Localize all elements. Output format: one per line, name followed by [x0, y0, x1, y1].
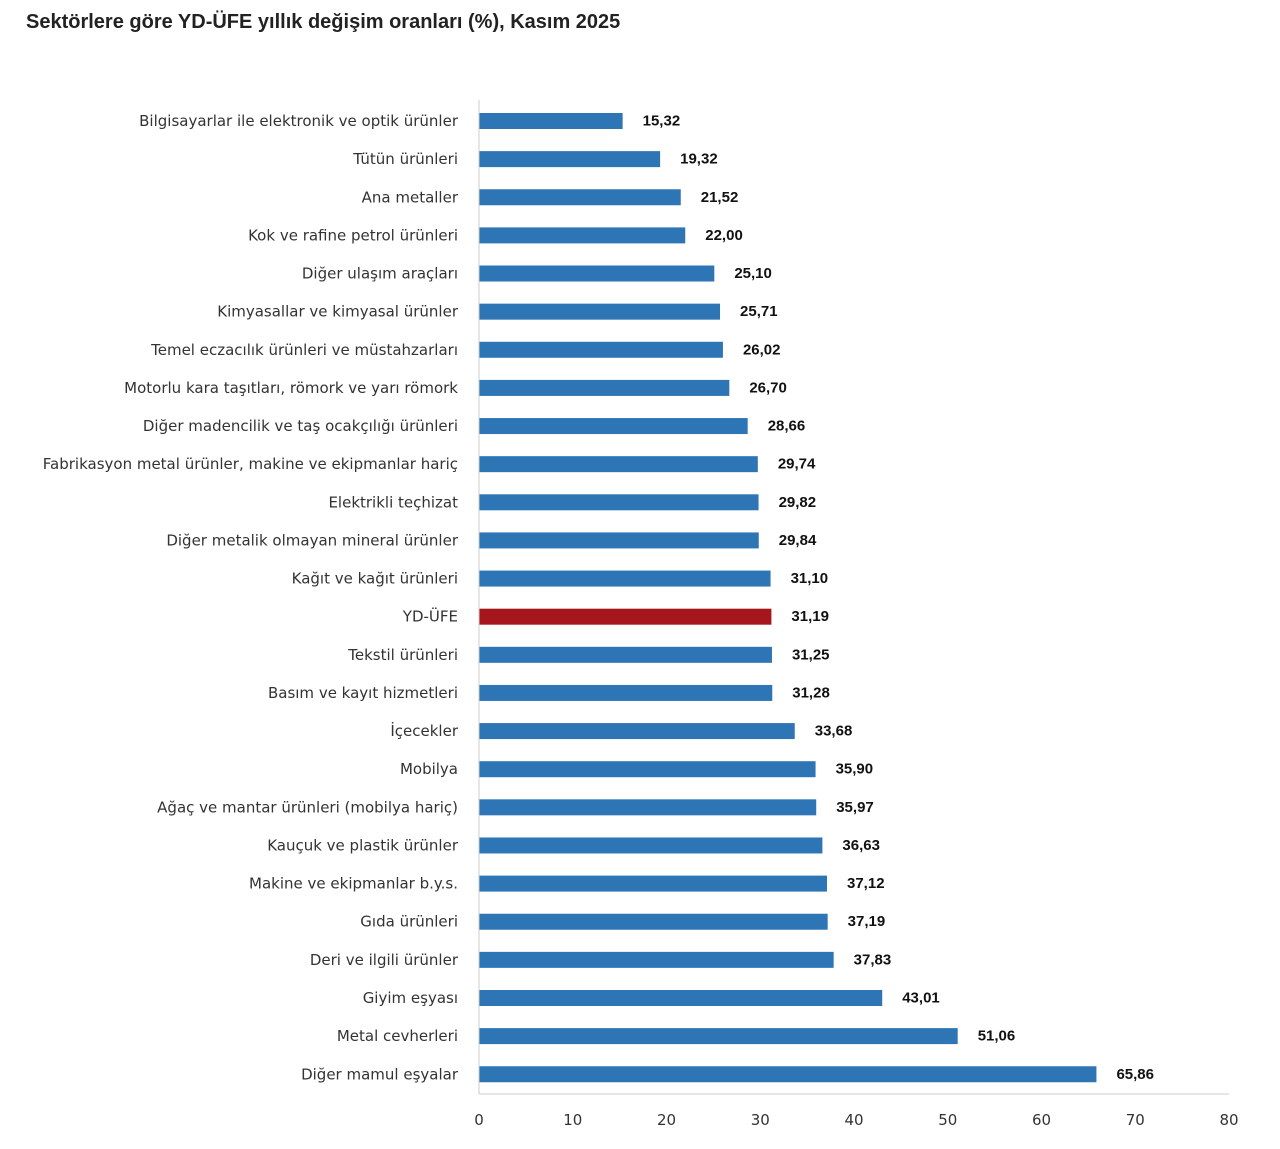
bar	[479, 761, 816, 778]
category-label: Makine ve ekipmanlar b.y.s.	[249, 875, 458, 893]
data-label: 33,68	[815, 723, 853, 740]
data-label: 26,02	[743, 341, 781, 358]
bar	[479, 227, 686, 244]
bar	[479, 113, 623, 129]
x-tick-label: 80	[1219, 1111, 1238, 1129]
bar	[479, 989, 883, 1006]
data-label: 29,84	[779, 532, 817, 549]
category-label: Kimyasallar ve kimyasal ürünler	[217, 303, 459, 321]
bar	[479, 418, 748, 435]
bar	[479, 875, 827, 892]
bar	[479, 341, 723, 358]
data-label: 21,52	[701, 189, 739, 206]
category-label: Deri ve ilgili ürünler	[310, 951, 459, 969]
data-label: 29,74	[778, 456, 816, 473]
bar	[479, 799, 817, 816]
data-label: 25,10	[734, 265, 772, 282]
category-label: Temel eczacılık ürünleri ve müstahzarlar…	[150, 341, 458, 359]
x-tick-label: 40	[844, 1111, 863, 1129]
bar	[479, 684, 773, 701]
category-label: Kok ve rafine petrol ürünleri	[248, 226, 458, 244]
bar	[479, 951, 834, 968]
bar	[479, 570, 771, 587]
bar	[479, 379, 730, 396]
category-label: Elektrikli teçhizat	[328, 493, 458, 511]
x-tick-label: 20	[657, 1111, 676, 1129]
chart-title: Sektörlere göre YD-ÜFE yıllık değişim or…	[26, 11, 621, 33]
category-label: Kağıt ve kağıt ürünleri	[292, 570, 458, 588]
bar	[479, 494, 759, 511]
highlight-bar	[479, 608, 772, 625]
data-label: 35,90	[836, 761, 874, 778]
bar	[479, 456, 758, 473]
data-label: 36,63	[842, 837, 880, 854]
data-label: 31,19	[791, 608, 829, 625]
data-label: 15,32	[643, 113, 681, 130]
bar	[479, 1028, 958, 1045]
bar	[479, 646, 772, 663]
data-label: 35,97	[836, 799, 874, 816]
category-label: Tekstil ürünleri	[347, 646, 458, 664]
bar	[479, 723, 795, 740]
category-label: Gıda ürünleri	[360, 913, 458, 931]
data-label: 29,82	[779, 494, 817, 511]
bars-group: Bilgisayarlar ile elektronik ve optik ür…	[43, 112, 1154, 1083]
data-label: 28,66	[768, 418, 806, 435]
bar	[479, 837, 823, 854]
category-label: Kauçuk ve plastik ürünler	[267, 836, 459, 854]
bar	[479, 265, 715, 282]
x-tick-label: 70	[1126, 1111, 1145, 1129]
category-label: YD-ÜFE	[402, 607, 458, 626]
data-label: 51,06	[978, 1028, 1016, 1045]
data-label: 26,70	[749, 379, 787, 396]
category-label: Fabrikasyon metal ürünler, makine ve eki…	[43, 455, 458, 473]
category-label: Diğer mamul eşyalar	[301, 1065, 459, 1083]
data-label: 31,25	[792, 646, 830, 663]
x-tick-label: 30	[751, 1111, 770, 1129]
x-tick-label: 50	[938, 1111, 957, 1129]
data-label: 22,00	[705, 227, 743, 244]
data-label: 31,10	[791, 570, 829, 587]
x-tick-label: 10	[563, 1111, 582, 1129]
bar	[479, 303, 721, 320]
x-tick-label: 0	[474, 1111, 484, 1129]
axes-group: 0 10 20 30 40 50 60 70 80	[474, 100, 1239, 1129]
data-label: 25,71	[740, 303, 778, 320]
bar	[479, 151, 661, 168]
category-label: Diğer ulaşım araçları	[302, 265, 458, 283]
category-label: Tütün ürünleri	[352, 150, 458, 168]
category-label: Metal cevherleri	[337, 1027, 458, 1045]
bar	[479, 189, 681, 206]
category-label: Ana metaller	[362, 188, 459, 206]
category-label: Motorlu kara taşıtları, römork ve yarı r…	[124, 379, 458, 397]
bar	[479, 913, 828, 930]
data-label: 37,12	[847, 875, 885, 892]
data-label: 37,83	[854, 951, 892, 968]
data-label: 43,01	[902, 989, 940, 1006]
category-label: Mobilya	[400, 760, 458, 778]
category-label: Diğer metalik olmayan mineral ürünler	[166, 531, 458, 549]
category-label: Giyim eşyası	[363, 989, 458, 1007]
data-label: 19,32	[680, 151, 718, 168]
bar	[479, 1066, 1097, 1083]
category-label: Diğer madencilik ve taş ocakçılığı ürünl…	[143, 417, 458, 435]
bar	[479, 532, 759, 549]
category-label: Bilgisayarlar ile elektronik ve optik ür…	[139, 112, 459, 130]
data-label: 65,86	[1116, 1066, 1154, 1083]
data-label: 37,19	[848, 913, 886, 930]
data-label: 31,28	[792, 684, 830, 701]
x-tick-label: 60	[1032, 1111, 1051, 1129]
category-label: İçecekler	[390, 721, 458, 740]
category-label: Basım ve kayıt hizmetleri	[268, 684, 458, 702]
category-label: Ağaç ve mantar ürünleri (mobilya hariç)	[157, 798, 458, 816]
